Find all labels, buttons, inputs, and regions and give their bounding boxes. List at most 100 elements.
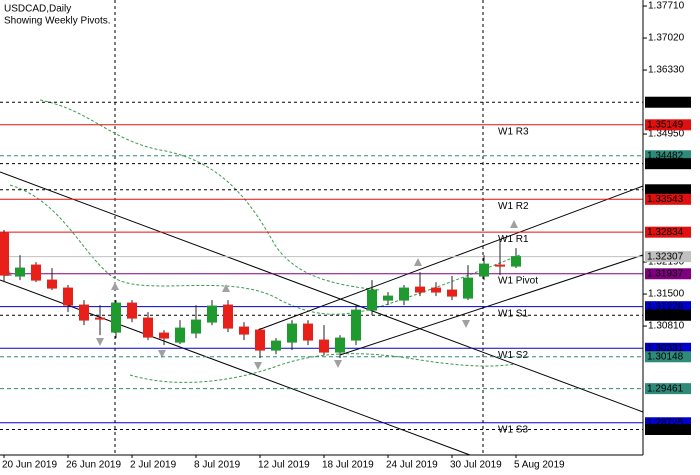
level-label: 1.34482 [647,150,684,161]
x-tick-label: 24 Jul 2019 [386,460,438,471]
time-axis-bg [0,455,700,475]
level-label: 1.28580 [647,424,684,435]
candle-body [175,327,185,343]
level-box [645,383,691,395]
level-label: 1.29461 [647,383,684,394]
candle-body [143,317,153,338]
fractal-arrows [4,220,518,370]
plot: W1 R3 W1 R2 W1 R1 W1 Pivot W1 S1 W1 S2 W1 S3 [0,101,643,435]
candle-body [63,287,73,306]
y-tick-label: 1.37020 [648,33,685,44]
y-tick-label: 1.36330 [648,65,685,76]
level-name: W1 Pivot [498,275,538,286]
level-label: 1.31228 [647,301,684,312]
candle-body [431,287,441,293]
candle-body [0,232,9,276]
x-tick-label: 2 Jul 2019 [130,460,177,471]
candle-body [303,323,313,341]
x-tick-label: 26 Jun 2019 [66,460,121,471]
candle-body [447,289,457,297]
level-box [645,309,691,321]
level-box [645,251,691,263]
drawings [0,0,644,456]
y-tick-label: 1.34950 [648,129,685,140]
level-name: W1 R1 [498,234,529,245]
candle-body [159,332,169,339]
level-label: 1.31043 [647,310,684,321]
x-tick-label: 18 Jul 2019 [322,460,374,471]
level-name: W1 R2 [498,201,529,212]
candle-body [335,337,345,353]
candle-body [399,287,409,301]
level-box [645,184,691,196]
chart-subtitle: Showing Weekly Pivots. [4,16,111,27]
candle-body [511,256,521,267]
level-label: 1.35636 [647,97,684,108]
level-name: W1 R3 [498,126,529,137]
level-label: 1.32834 [647,227,684,238]
level-box [645,150,691,162]
trend-line [339,254,644,356]
candle-body [79,304,89,321]
candle-body [207,305,217,323]
level-name: W1 S1 [498,308,528,319]
indicator-curve [129,353,516,383]
candle-body [367,289,377,311]
level-name: W1 S2 [498,350,528,361]
x-tick-label: 8 Jul 2019 [194,460,241,471]
level-label: 1.28725 [647,417,684,428]
level-box [645,193,691,205]
candle-body [287,323,297,343]
y-tick-label: 1.37710 [648,1,685,12]
trend-line [0,171,644,413]
level-label: 1.35149 [647,119,684,130]
level-name: W1 S3 [498,424,528,435]
candle-body [479,263,489,277]
x-tick-label: 30 Jul 2019 [450,460,502,471]
candle-body [495,264,505,267]
candle-body [383,295,393,301]
level-box [645,96,691,108]
candle-body [255,329,265,351]
level-label: 1.30331 [647,343,684,354]
indicator-curve [39,99,381,291]
candle-body [111,302,121,333]
level-box [645,417,691,429]
candle-body [127,302,137,319]
level-label: 1.32307 [647,251,684,262]
candle-body [191,319,201,334]
level-box [645,268,691,280]
candle-body [47,279,57,289]
trend-line [0,279,471,456]
x-tick-label: 5 Aug 2019 [514,460,565,471]
level-box [645,423,691,435]
level-box [645,301,691,313]
candle-body [31,264,41,281]
level-box [645,119,691,131]
x-tick-label: 12 Jul 2019 [258,460,310,471]
candle-body [415,286,425,293]
candle-body [239,326,249,335]
candle-body [271,340,281,351]
candle-body [463,277,473,299]
level-label: 1.34311 [647,158,683,169]
level-box [645,351,691,363]
candle-body [15,267,25,277]
chart-title: USDCAD,Daily [4,4,71,15]
candle-body [351,309,361,341]
candle-body [95,317,105,320]
level-label: 1.33543 [647,194,684,205]
axes: 1.37710 1.37020 1.36330 1.34950 1.32190 1.315… [2,1,691,471]
y-tick-label: 1.32190 [648,257,685,268]
level-box [645,226,691,238]
level-label: 1.30148 [647,351,684,362]
candle-body [319,339,329,353]
y-tick-label: 1.31500 [648,289,685,300]
y-tick-label: 1.30810 [648,321,685,332]
level-label: 1.33748 [647,184,684,195]
trend-line [257,185,644,331]
indicator-curve [9,184,521,315]
candle-body [223,304,233,329]
